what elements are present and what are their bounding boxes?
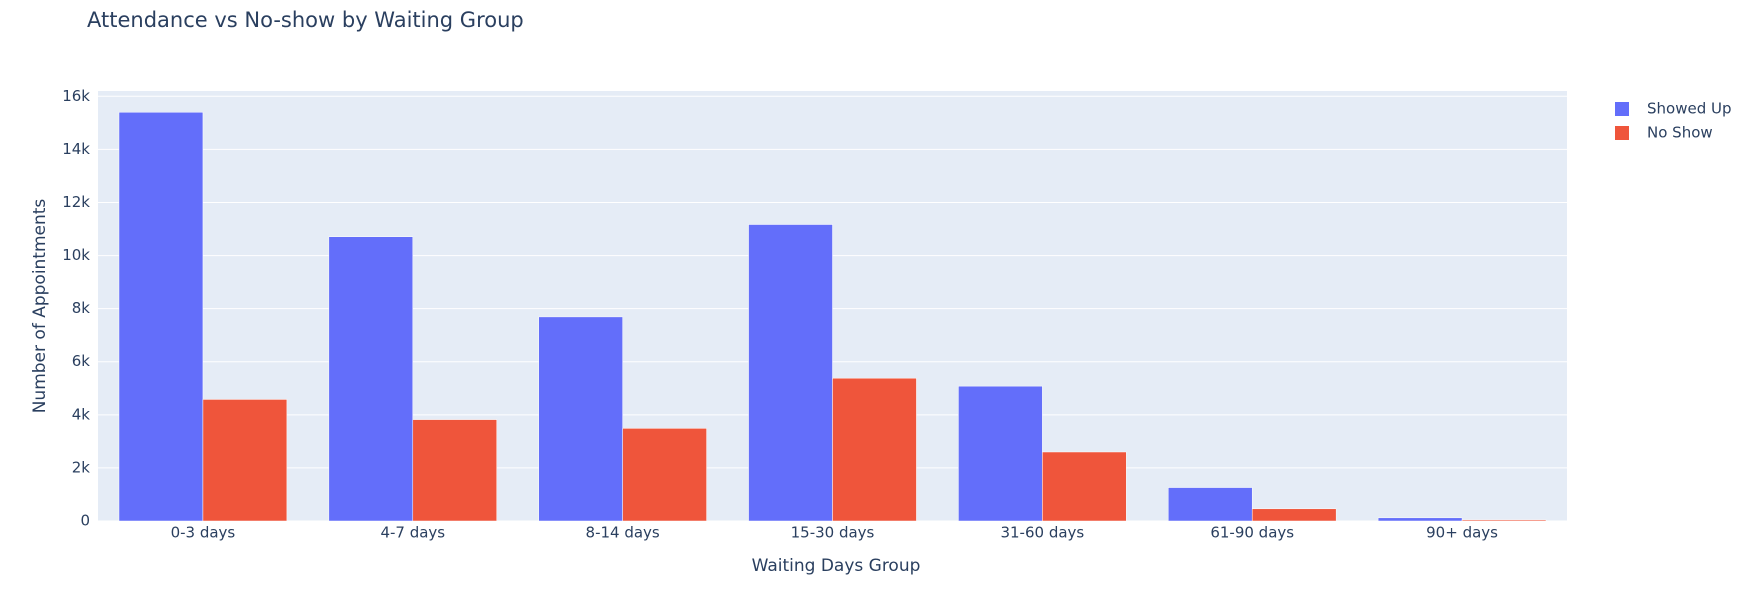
bar (412, 419, 497, 522)
y-tick-label: 6k (72, 352, 91, 370)
bar (538, 316, 623, 522)
y-axis-title: Number of Appointments (30, 199, 50, 414)
x-tick-label: 0-3 days (171, 524, 236, 542)
x-axis-title: Waiting Days Group (752, 556, 921, 576)
y-tick-label: 10k (62, 246, 90, 264)
x-tick-label: 90+ days (1426, 524, 1498, 542)
y-tick-label: 2k (72, 458, 91, 476)
y-tick-label: 0 (80, 512, 90, 530)
x-tick-label: 8-14 days (586, 524, 660, 542)
legend-label[interactable]: Showed Up (1647, 100, 1732, 118)
chart-title: Attendance vs No-show by Waiting Group (87, 8, 524, 32)
y-tick-label: 4k (72, 405, 91, 423)
bar (1377, 517, 1463, 522)
x-tick-label: 61-90 days (1210, 524, 1294, 542)
bar (202, 399, 288, 522)
legend-swatch[interactable] (1615, 126, 1629, 140)
bar (1042, 451, 1127, 522)
bar (328, 236, 414, 522)
legend-label[interactable]: No Show (1647, 124, 1713, 142)
bar (1461, 519, 1547, 522)
bar (1251, 508, 1337, 522)
x-tick-label: 31-60 days (1000, 524, 1084, 542)
bar (622, 428, 707, 522)
x-tick-label: 4-7 days (380, 524, 445, 542)
y-tick-label: 12k (62, 193, 90, 211)
bar (118, 111, 204, 522)
y-tick-label: 16k (62, 87, 90, 105)
y-tick-label: 14k (62, 140, 90, 158)
bar (748, 224, 833, 522)
x-tick-label: 15-30 days (791, 524, 875, 542)
y-tick-label: 8k (72, 299, 91, 317)
bar (958, 385, 1043, 522)
bar (1168, 487, 1253, 522)
bar (832, 377, 917, 522)
legend-swatch[interactable] (1615, 102, 1629, 116)
